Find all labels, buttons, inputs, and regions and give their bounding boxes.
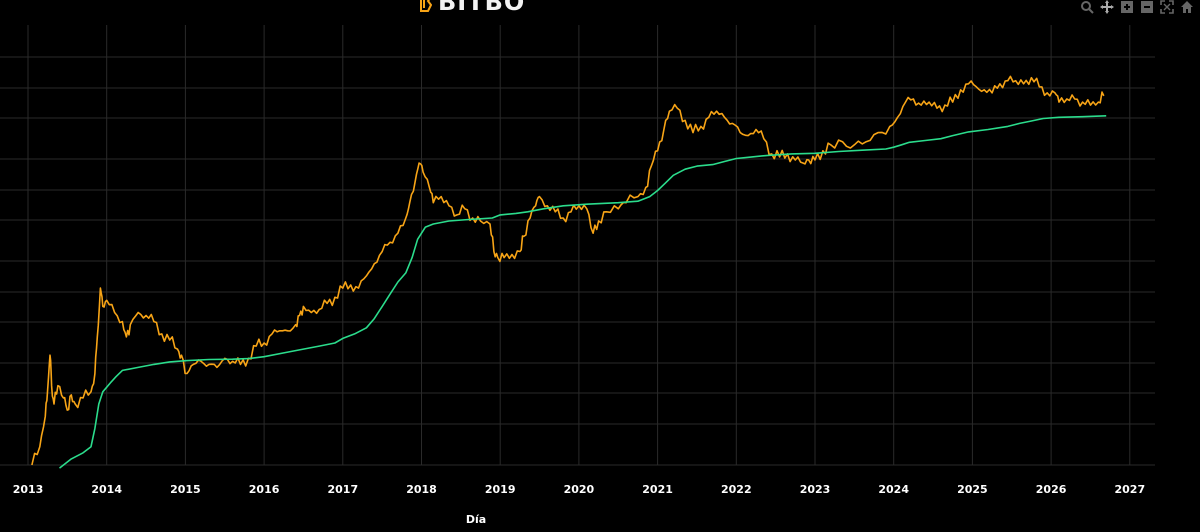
zoom-in-icon[interactable] [1120, 0, 1134, 14]
gridlines [0, 25, 1155, 466]
pan-icon[interactable] [1100, 0, 1114, 14]
x-axis-ticks: 2013 2014 2015 2016 2017 2018 2019 2020 2021 2022… [13, 483, 1145, 496]
x-tick-label: 2026 [1036, 483, 1067, 496]
brand-logo: BITBO [418, 0, 526, 16]
x-tick-label: 2014 [91, 483, 122, 496]
x-tick-label: 2021 [642, 483, 673, 496]
chart-modebar [1080, 0, 1194, 14]
x-tick-label: 2020 [564, 483, 595, 496]
home-icon[interactable] [1180, 0, 1194, 14]
zoom-out-icon[interactable] [1140, 0, 1154, 14]
x-tick-label: 2016 [249, 483, 280, 496]
x-tick-label: 2015 [170, 483, 201, 496]
x-tick-label: 2013 [13, 483, 44, 496]
bitbo-logo-icon [420, 0, 432, 12]
x-tick-label: 2017 [327, 483, 358, 496]
autoscale-icon[interactable] [1160, 0, 1174, 14]
x-tick-label: 2025 [957, 483, 988, 496]
x-tick-label: 2018 [406, 483, 437, 496]
zoom-icon[interactable] [1080, 0, 1094, 14]
x-tick-label: 2023 [800, 483, 831, 496]
series-layer [31, 75, 1107, 469]
x-tick-label: 2022 [721, 483, 752, 496]
x-tick-label: 2024 [878, 483, 909, 496]
x-axis-label: Día [466, 513, 486, 526]
brand-name: BITBO [438, 0, 526, 16]
x-tick-label: 2019 [485, 483, 516, 496]
x-tick-label: 2027 [1114, 483, 1145, 496]
series-line-1 [31, 75, 1105, 466]
series-line-2 [59, 115, 1107, 469]
